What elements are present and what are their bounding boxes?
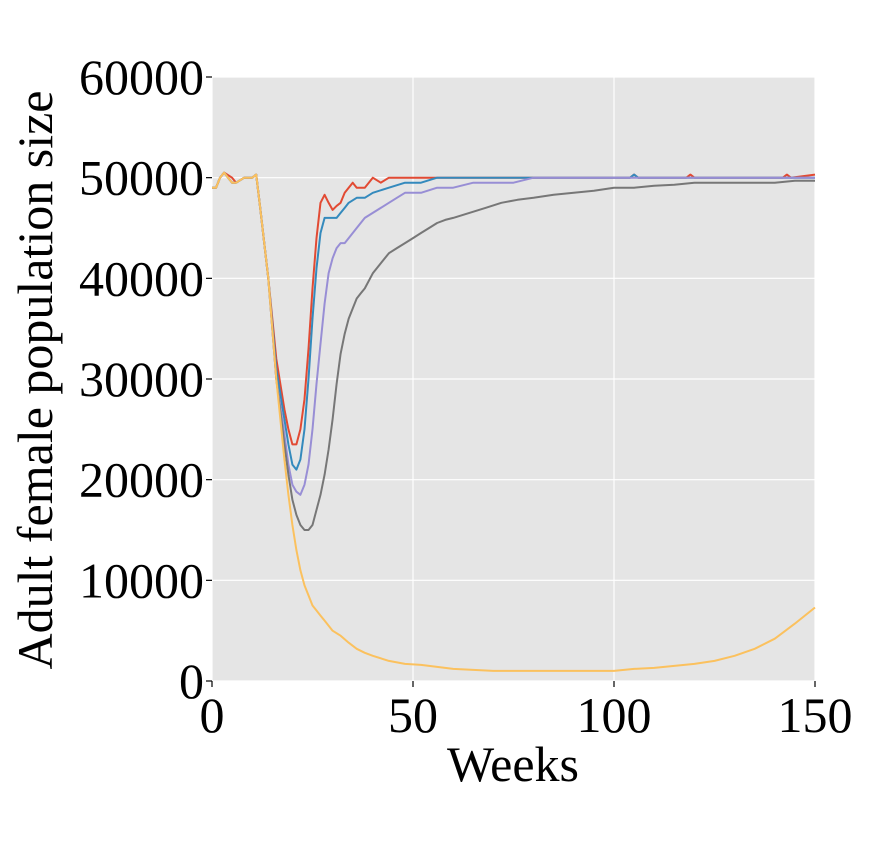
y-tick-label-6: 60000	[79, 49, 204, 105]
x-tick-label-1: 50	[388, 687, 438, 743]
y-tick-label-4: 40000	[79, 250, 204, 306]
x-axis-label: Weeks	[447, 736, 579, 792]
y-tick-label-3: 30000	[79, 351, 204, 407]
tick-labels: 0 50 100 150 0 10000 20000 30000 40000 50000 60000	[79, 49, 853, 743]
axis-ticks	[206, 76, 816, 687]
series-line-4	[212, 171, 816, 672]
y-tick-label-1: 10000	[79, 552, 204, 608]
y-tick-label-0: 0	[179, 653, 204, 709]
x-tick-label-3: 150	[778, 687, 853, 743]
x-tick-label-2: 100	[577, 687, 652, 743]
y-axis-label: Adult female population size	[7, 90, 63, 669]
y-tick-label-2: 20000	[79, 452, 204, 508]
series-layer	[212, 171, 816, 672]
y-tick-label-5: 50000	[79, 150, 204, 206]
x-tick-label-0: 0	[200, 687, 225, 743]
